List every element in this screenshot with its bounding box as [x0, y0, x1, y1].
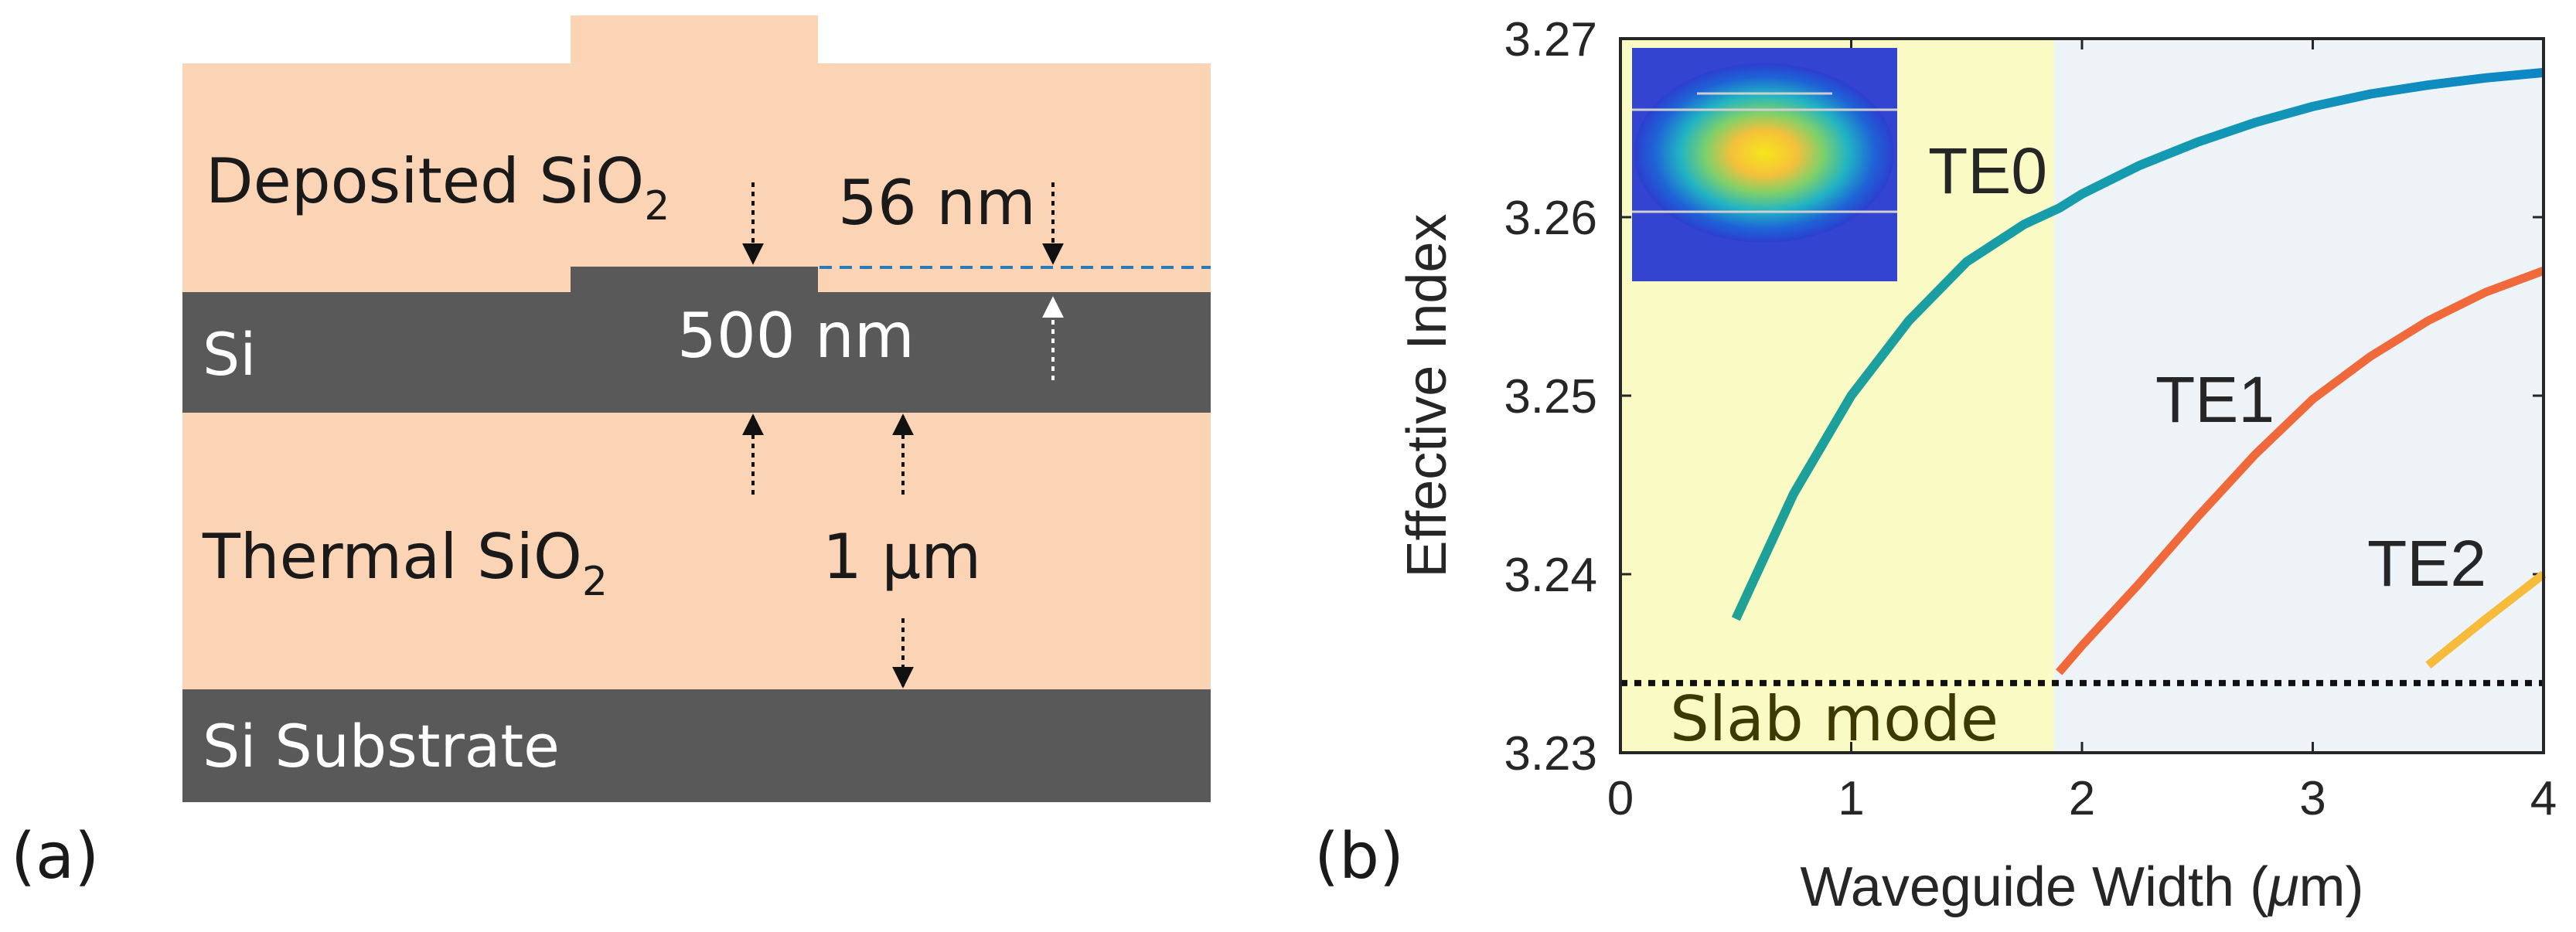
series-line-te0 [1731, 67, 2544, 621]
te2-label: TE2 [2367, 527, 2486, 600]
x-axis-label: Waveguide Width (μm) [1801, 856, 2364, 918]
deposited-oxide-layer [182, 63, 1211, 295]
etch-depth-label: 56 nm [838, 167, 1036, 239]
series-line-te2 [2425, 570, 2547, 669]
panel-b-chart: (b) 0 1 2 3 4 3.23 3.24 3.25 3.26 3.27 TE0 TE1 TE… [1314, 13, 2557, 918]
series-line-te1 [2056, 267, 2545, 675]
si-rib [571, 267, 818, 294]
oxide-rib-bump [571, 15, 818, 65]
panel-a-cross-section: Deposited SiO2 Si Thermal SiO2 Si Substr… [11, 15, 1211, 893]
box-thickness-label: 1 μm [823, 521, 981, 593]
y-tick-label: 3.24 [1504, 549, 1597, 602]
substrate-label: Si Substrate [203, 712, 560, 781]
y-tick-label: 3.26 [1504, 192, 1597, 245]
y-tick-label: 3.23 [1504, 727, 1597, 781]
te1-label: TE1 [2155, 363, 2274, 436]
x-tick-label: 4 [2530, 772, 2557, 825]
thermal-oxide-label: Thermal SiO2 [202, 521, 608, 605]
te0-label: TE0 [1928, 134, 2047, 207]
x-tick-label: 0 [1607, 772, 1634, 825]
x-tick-label: 2 [2069, 772, 2095, 825]
x-tick-label: 3 [2299, 772, 2326, 825]
y-tick-label: 3.27 [1504, 13, 1597, 66]
panel-b-label: (b) [1314, 820, 1404, 893]
thermal-oxide-layer [182, 411, 1211, 689]
si-layer-label: Si [203, 320, 256, 389]
si-thickness-label: 500 nm [677, 300, 915, 372]
x-tick-label: 1 [1838, 772, 1864, 825]
panel-a-label: (a) [11, 820, 99, 893]
si-device-layer [182, 292, 1211, 413]
si-substrate-layer [182, 689, 1211, 802]
mode-profile-inset [1632, 48, 1897, 281]
inset-outer-field [1634, 63, 1894, 243]
blue-shaded-region [2054, 39, 2544, 753]
y-tick-label: 3.25 [1504, 370, 1597, 423]
y-axis-label: Effective Index [1396, 214, 1458, 578]
plot-frame [1619, 37, 2545, 754]
slab-mode-label: Slab mode [1670, 683, 1998, 755]
deposited-oxide-label: Deposited SiO2 [206, 145, 670, 230]
